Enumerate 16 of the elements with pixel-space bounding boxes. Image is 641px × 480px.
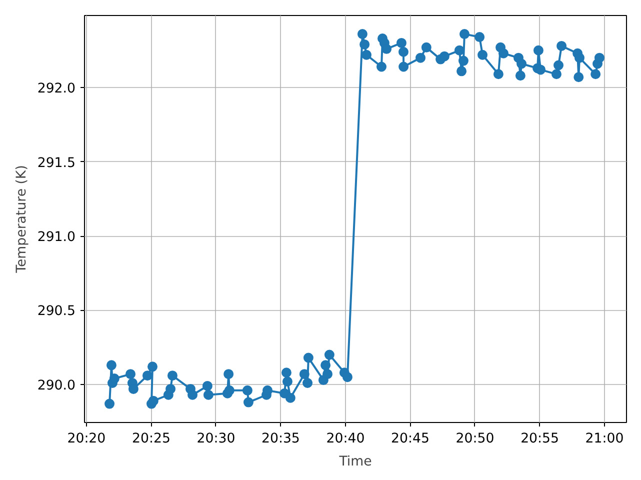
y-tick-label: 290.0 [37,378,76,394]
x-tick-label: 21:00 [585,432,624,446]
x-tick-label: 20:50 [456,432,494,446]
y-tick-label: 291.0 [37,230,76,245]
y-tick-label: 290.5 [37,304,76,320]
x-axis-title: Time [338,454,372,470]
y-tick-label: 291.5 [37,156,76,171]
x-tick-label: 20:55 [520,432,559,446]
y-tick-label: 292.0 [37,82,76,97]
x-tick-label: 20:40 [326,432,365,446]
x-tick-label: 20:35 [262,432,300,446]
x-tick-label: 20:25 [132,432,170,446]
x-tick-label: 20:30 [196,432,236,446]
x-tick-label: 20:45 [391,432,430,446]
x-tick-label: 20:20 [67,432,106,446]
y-axis-title: Temperature (K) [14,165,30,274]
